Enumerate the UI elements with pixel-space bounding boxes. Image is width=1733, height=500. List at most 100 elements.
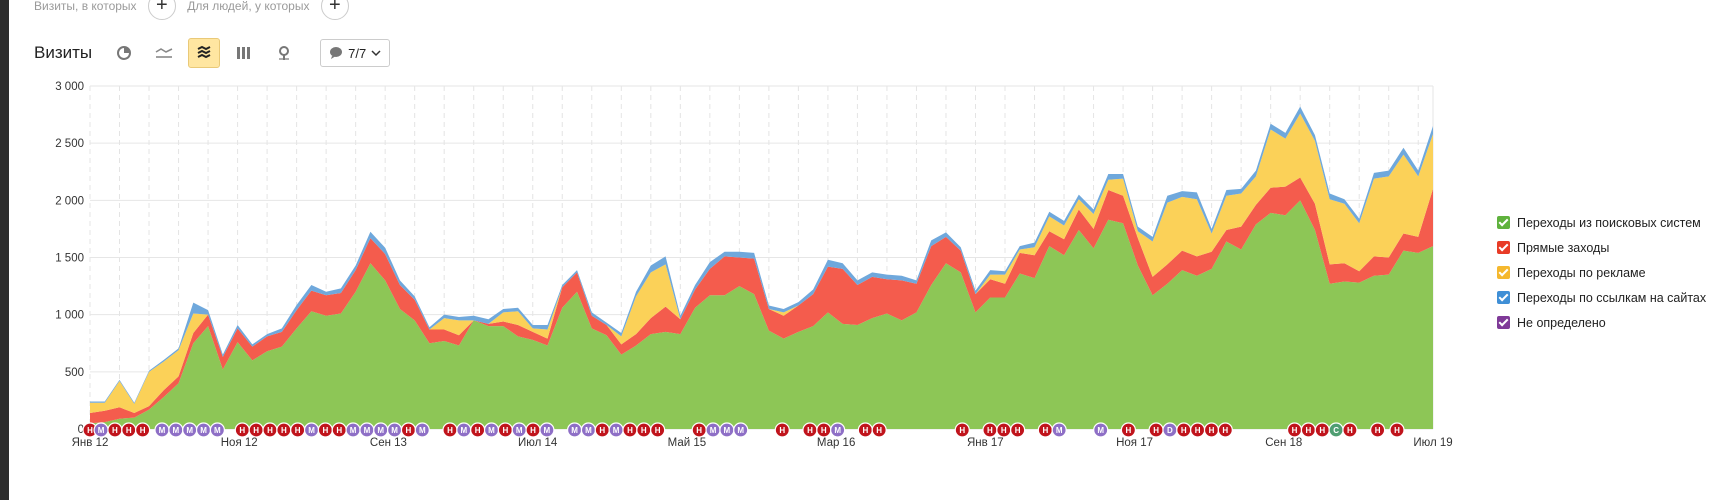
map-chart-button[interactable] <box>268 38 300 68</box>
y-tick-label: 2 500 <box>55 138 84 150</box>
annotation-marker[interactable]: Н <box>1217 422 1233 438</box>
annotation-marker[interactable]: Н <box>331 422 347 438</box>
x-tick-label: Май 15 <box>668 437 707 449</box>
visits-filter-label: Визиты, в которых <box>34 0 137 13</box>
annotation-marker[interactable]: М <box>830 422 846 438</box>
annotation-marker[interactable]: М <box>483 422 500 438</box>
annotation-marker[interactable]: Н <box>774 422 790 438</box>
annotation-marker[interactable]: Н <box>248 422 264 438</box>
annotations-toggle-button[interactable]: 7/7 <box>320 39 391 67</box>
annotation-marker[interactable]: Н <box>982 422 998 438</box>
add-people-filter-button[interactable]: + <box>320 0 349 20</box>
annotation-marker[interactable]: Н <box>470 422 486 438</box>
legend-item[interactable]: Переходы по ссылкам на сайтах <box>1497 285 1706 310</box>
annotation-marker[interactable]: М <box>386 422 403 438</box>
annotation-marker[interactable]: М <box>168 422 184 438</box>
annotation-marker[interactable]: М <box>733 422 749 438</box>
annotation-marker[interactable]: Н <box>622 422 638 438</box>
annotation-marker[interactable]: М <box>345 422 361 438</box>
annotation-marker[interactable]: М <box>580 422 597 438</box>
annotation-marker[interactable]: М <box>182 422 198 438</box>
comment-icon <box>330 47 343 59</box>
y-tick-label: 1 500 <box>55 253 84 265</box>
annotation-marker[interactable]: М <box>705 422 721 438</box>
annotation-marker[interactable]: М <box>154 422 170 438</box>
annotation-marker-letter: М <box>724 426 731 435</box>
annotation-marker[interactable]: Н <box>262 422 278 438</box>
annotation-marker[interactable]: Н <box>1176 422 1192 438</box>
annotation-marker[interactable]: Н <box>636 422 652 438</box>
annotation-marker[interactable]: М <box>373 422 389 438</box>
annotation-marker[interactable]: D <box>1162 422 1178 438</box>
annotation-marker[interactable]: Н <box>1300 422 1316 438</box>
annotation-marker[interactable]: М <box>539 422 555 438</box>
annotation-marker-letter: Н <box>1347 426 1353 435</box>
annotation-marker-letter: М <box>1097 426 1104 435</box>
annotation-marker-letter: М <box>834 426 841 435</box>
annotation-marker[interactable]: М <box>195 422 212 438</box>
legend-checkbox[interactable] <box>1497 316 1510 329</box>
annotation-marker[interactable]: Н <box>1370 422 1386 438</box>
annotation-marker[interactable]: М <box>456 422 472 438</box>
annotation-marker[interactable]: Н <box>1342 422 1358 438</box>
annotation-marker[interactable]: М <box>608 422 624 438</box>
pie-chart-button[interactable] <box>108 38 140 68</box>
annotation-marker[interactable]: М <box>303 422 320 438</box>
annotation-marker[interactable]: Н <box>594 422 610 438</box>
annotation-marker[interactable]: Н <box>1148 422 1164 438</box>
legend-checkbox[interactable] <box>1497 241 1510 254</box>
annotation-marker[interactable]: Н <box>121 422 137 438</box>
annotation-marker[interactable]: Н <box>135 422 151 438</box>
annotation-marker[interactable]: Н <box>400 422 417 438</box>
annotation-marker[interactable]: Н <box>857 422 873 438</box>
annotation-marker[interactable]: Н <box>1037 422 1053 438</box>
annotation-marker[interactable]: М <box>566 422 583 438</box>
annotation-marker-letter: Н <box>267 426 273 435</box>
annotation-marker[interactable]: М <box>719 422 735 438</box>
annotation-marker[interactable]: Н <box>290 422 306 438</box>
annotation-marker[interactable]: Н <box>1203 422 1220 438</box>
annotation-marker[interactable]: Н <box>276 422 292 438</box>
annotation-marker[interactable]: Н <box>1314 422 1330 438</box>
annotation-marker[interactable]: М <box>414 422 430 438</box>
annotation-marker[interactable]: М <box>1093 422 1109 438</box>
legend-item[interactable]: Переходы из поисковых систем <box>1497 210 1706 235</box>
annotation-marker[interactable]: Н <box>525 422 541 438</box>
annotation-marker[interactable]: Н <box>1190 422 1206 438</box>
annotation-marker[interactable]: Н <box>1120 422 1137 438</box>
legend-item[interactable]: Не определено <box>1497 310 1706 335</box>
annotation-marker[interactable]: Н <box>1286 422 1303 438</box>
annotation-marker[interactable]: Н <box>442 422 458 438</box>
annotation-marker-letter: Н <box>1394 426 1400 435</box>
annotation-marker[interactable]: Н <box>691 422 707 438</box>
line-chart-button[interactable] <box>148 38 180 68</box>
annotation-marker[interactable]: Н <box>497 422 513 438</box>
annotation-marker-letter: М <box>419 426 426 435</box>
annotation-marker[interactable]: М <box>93 422 109 438</box>
annotation-marker[interactable]: М <box>359 422 375 438</box>
legend-checkbox[interactable] <box>1497 266 1510 279</box>
annotation-marker[interactable]: М <box>511 422 527 438</box>
annotation-marker[interactable]: Н <box>816 422 832 438</box>
annotation-marker[interactable]: Н <box>954 422 970 438</box>
legend-checkbox[interactable] <box>1497 216 1510 229</box>
legend-item[interactable]: Прямые заходы <box>1497 235 1706 260</box>
annotation-marker[interactable]: Н <box>996 422 1012 438</box>
annotation-marker[interactable]: Н <box>1389 422 1405 438</box>
legend-checkbox[interactable] <box>1497 291 1510 304</box>
annotation-marker[interactable]: Н <box>802 422 818 438</box>
add-visits-filter-button[interactable]: + <box>147 0 176 20</box>
stacked-area-chart-button[interactable] <box>188 38 221 68</box>
annotation-marker[interactable]: М <box>1051 422 1067 438</box>
annotation-marker[interactable]: Н <box>871 422 887 438</box>
column-chart-button[interactable] <box>228 38 260 68</box>
annotation-marker[interactable]: М <box>209 422 225 438</box>
left-edge-bar <box>0 0 9 500</box>
legend-item[interactable]: Переходы по рекламе <box>1497 260 1706 285</box>
annotation-marker[interactable]: Н <box>650 422 666 438</box>
annotation-marker[interactable]: С <box>1328 422 1344 438</box>
annotation-marker[interactable]: Н <box>317 422 333 438</box>
annotation-marker[interactable]: Н <box>1010 422 1026 438</box>
annotation-marker[interactable]: Н <box>234 422 250 438</box>
annotation-marker[interactable]: Н <box>107 422 123 438</box>
